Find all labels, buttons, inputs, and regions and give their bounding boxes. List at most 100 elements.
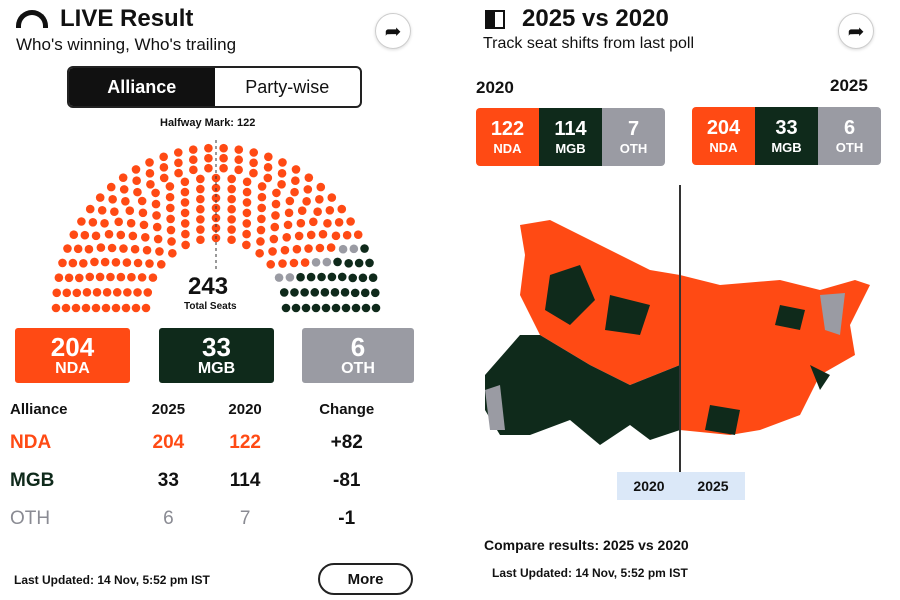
seat-dot-nda	[180, 208, 190, 218]
seat-dot-nda	[92, 288, 102, 297]
seat-dot-mgb	[354, 258, 364, 268]
seat-dot-nda	[256, 225, 266, 235]
seat-dot-nda	[280, 245, 290, 255]
seat-dot-nda	[196, 194, 205, 204]
seat-dot-nda	[227, 204, 236, 214]
cell: 114	[229, 470, 261, 491]
oth-card: 6 OTH	[302, 328, 414, 383]
seat-dot-nda	[227, 194, 236, 204]
seat-dot-nda	[291, 176, 300, 186]
seat-dot-nda	[300, 258, 310, 267]
seat-dot-nda	[268, 247, 277, 256]
seat-dot-nda	[112, 288, 122, 297]
seat-dot-nda	[313, 207, 322, 217]
seat-dot-nda	[294, 231, 304, 241]
seat-dot-nda	[318, 229, 328, 239]
seat-dot-nda	[156, 260, 166, 269]
share-icon: ➦	[384, 20, 402, 43]
seat-dot-mgb	[311, 303, 321, 313]
seat-dot-oth	[338, 244, 348, 254]
seat-dot-nda	[152, 222, 162, 232]
cell: OTH	[10, 508, 51, 529]
seat-dot-nda	[257, 214, 266, 224]
seat-dot-nda	[132, 176, 141, 186]
map-region-2025-oth	[820, 293, 845, 335]
seg-label: NDA	[709, 140, 738, 155]
seat-dot-nda	[141, 303, 151, 313]
seat-dot-nda	[140, 232, 150, 242]
card-label: OTH	[341, 359, 375, 377]
share-button[interactable]: ➦	[838, 13, 874, 49]
seat-dot-nda	[108, 194, 117, 204]
seat-dot-nda	[85, 272, 95, 282]
seat-dot-nda	[266, 260, 276, 269]
seat-dot-oth	[285, 273, 295, 282]
year-2025-label: 2025	[830, 76, 868, 95]
seat-dot-nda	[269, 234, 279, 244]
map-region-2020-mgb-patch	[545, 265, 650, 335]
mgb-card: 33 MGB	[159, 328, 274, 383]
seg-oth: 6 OTH	[818, 107, 881, 165]
seat-dot-mgb	[306, 272, 316, 282]
cell: NDA	[10, 432, 52, 453]
card-value: 6	[350, 331, 366, 362]
seat-dot-mgb	[321, 303, 331, 313]
seat-dot-nda	[323, 218, 332, 228]
seat-dot-nda	[346, 217, 355, 226]
col-change: Change	[319, 400, 375, 418]
seat-dot-mgb	[348, 273, 358, 283]
seat-dot-nda	[121, 303, 131, 313]
seat-dot-nda	[204, 163, 213, 173]
cell: -1	[338, 508, 356, 529]
seat-dot-nda	[82, 288, 92, 297]
seg-mgb: 33 MGB	[755, 107, 818, 165]
tab-alliance[interactable]: Alliance	[69, 68, 215, 106]
tab-party-wise[interactable]: Party-wise	[245, 76, 330, 97]
more-button[interactable]: More	[318, 563, 413, 595]
seat-dot-nda	[325, 205, 335, 215]
last-updated: Last Updated: 14 Nov, 5:52 pm IST	[492, 566, 688, 580]
seat-dot-nda	[285, 196, 295, 206]
view-toggle: Alliance Party-wise	[67, 66, 362, 108]
map-region-2020-mgb	[485, 335, 680, 445]
seat-dot-nda	[151, 188, 160, 198]
seat-dot-nda	[297, 206, 307, 215]
seat-dot-nda	[137, 196, 147, 206]
col-2020: 2020	[228, 400, 262, 418]
seat-dot-mgb	[350, 288, 360, 298]
bihar-constituency-map[interactable]	[480, 215, 880, 460]
seat-dot-nda	[159, 152, 168, 162]
seat-dot-nda	[303, 185, 313, 194]
seat-dot-nda	[148, 273, 158, 282]
seat-dot-nda	[131, 303, 141, 313]
seg-oth: 7 OTH	[602, 108, 665, 166]
total-seats: 243	[188, 273, 229, 300]
seat-dot-nda	[52, 288, 62, 298]
seat-dot-nda	[196, 215, 205, 224]
seat-dot-nda	[165, 192, 175, 202]
seat-dot-nda	[104, 229, 114, 239]
seat-dot-nda	[91, 303, 101, 313]
seat-dot-nda	[152, 211, 161, 220]
compare-slider-handle[interactable]	[679, 185, 681, 500]
seat-dot-nda	[334, 218, 344, 227]
share-button[interactable]: ➦	[375, 13, 411, 49]
seat-dot-nda	[227, 184, 236, 194]
seat-dot-nda	[296, 218, 306, 228]
seat-dot-nda	[242, 229, 251, 239]
cell: 204	[152, 432, 185, 453]
live-result-panel: LIVE Result Who's winning, Who's trailin…	[10, 5, 414, 595]
seat-dot-nda	[114, 217, 123, 227]
seat-dot-nda	[69, 230, 79, 239]
last-updated: Last Updated: 14 Nov, 5:52 pm IST	[14, 573, 210, 587]
col-alliance: Alliance	[10, 400, 68, 418]
seat-dot-nda	[85, 204, 95, 214]
seat-dot-nda	[189, 165, 198, 175]
seat-dot-nda	[316, 182, 326, 192]
map-region-2025-mgb	[705, 305, 830, 435]
seat-dot-nda	[342, 230, 352, 240]
seat-dot-nda	[174, 168, 183, 178]
seat-dot-nda	[73, 244, 83, 254]
seat-dot-mgb	[317, 272, 326, 282]
slider-label-2025: 2025	[697, 478, 729, 494]
